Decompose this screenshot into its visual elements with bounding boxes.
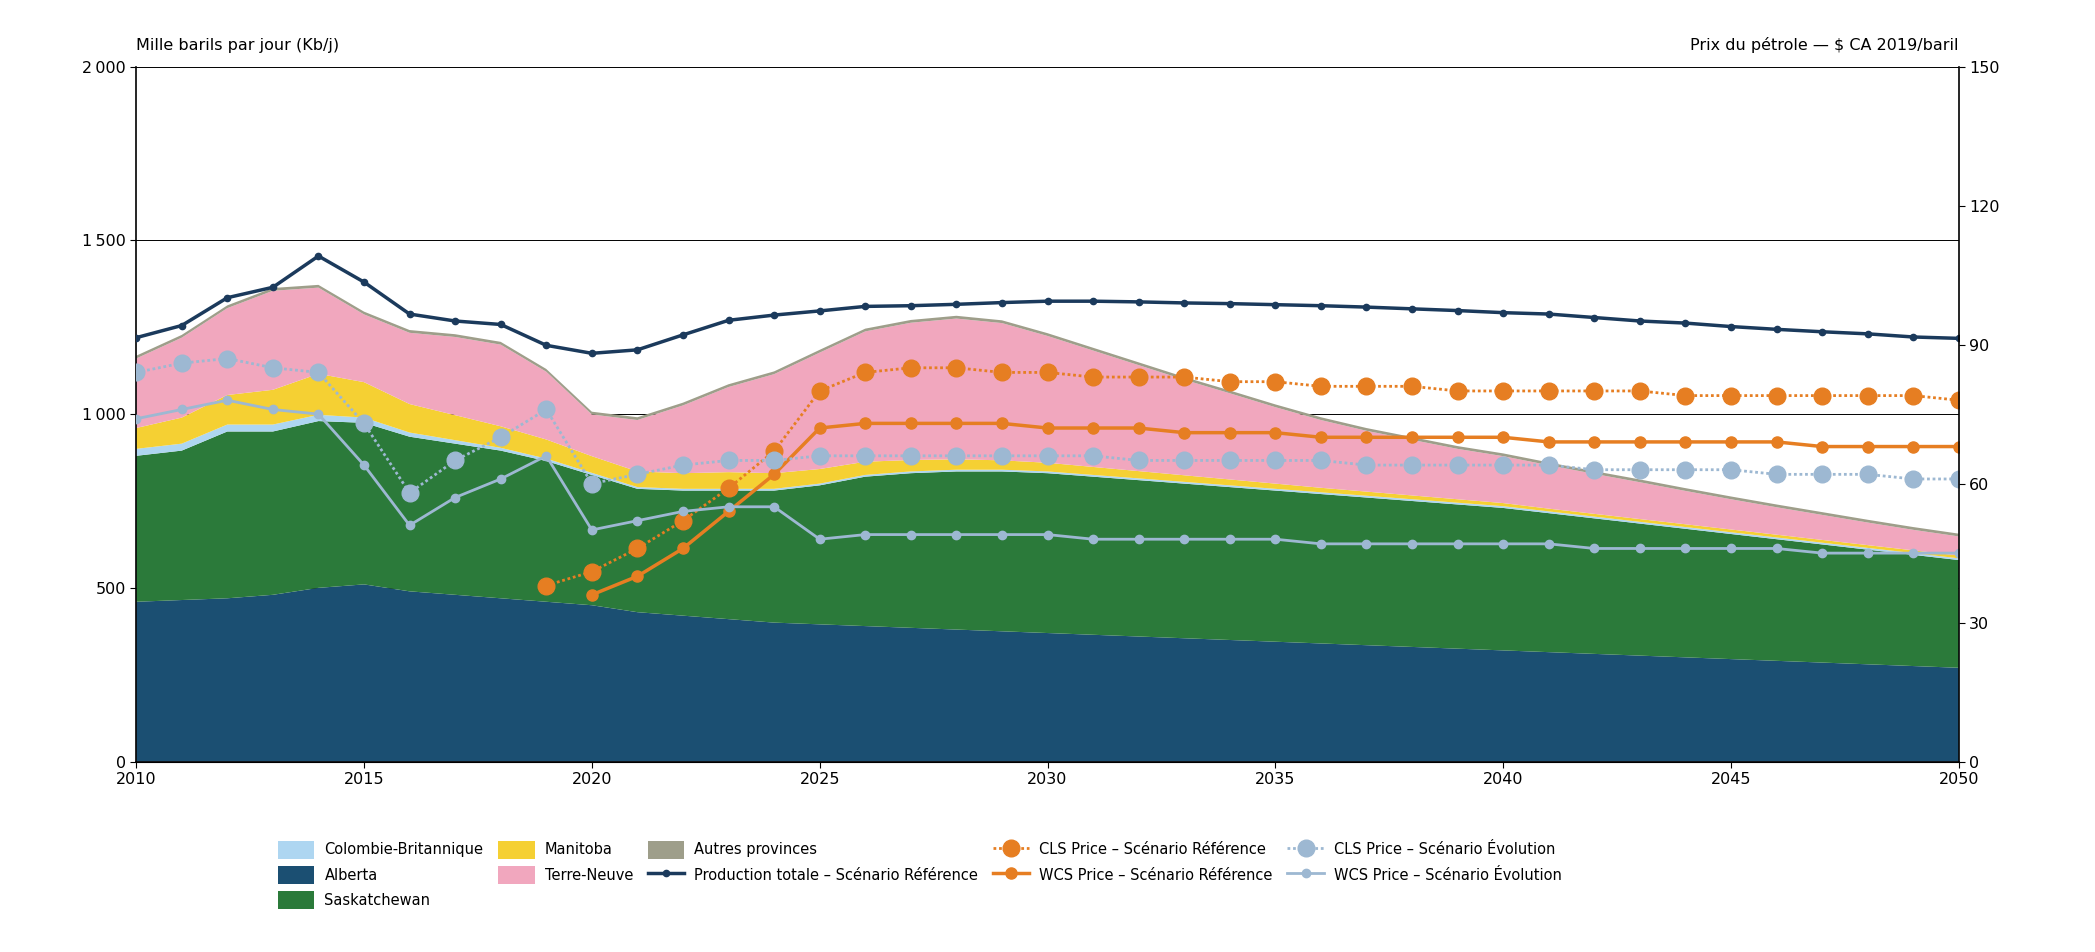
- Legend: Colombie-Britannique, Alberta, Saskatchewan, Manitoba, Terre-Neuve, Autres provi: Colombie-Britannique, Alberta, Saskatche…: [272, 835, 1567, 915]
- Text: Mille barils par jour (Kb/j): Mille barils par jour (Kb/j): [136, 38, 339, 52]
- Text: Prix du pétrole — $ CA 2019/baril: Prix du pétrole — $ CA 2019/baril: [1691, 37, 1959, 52]
